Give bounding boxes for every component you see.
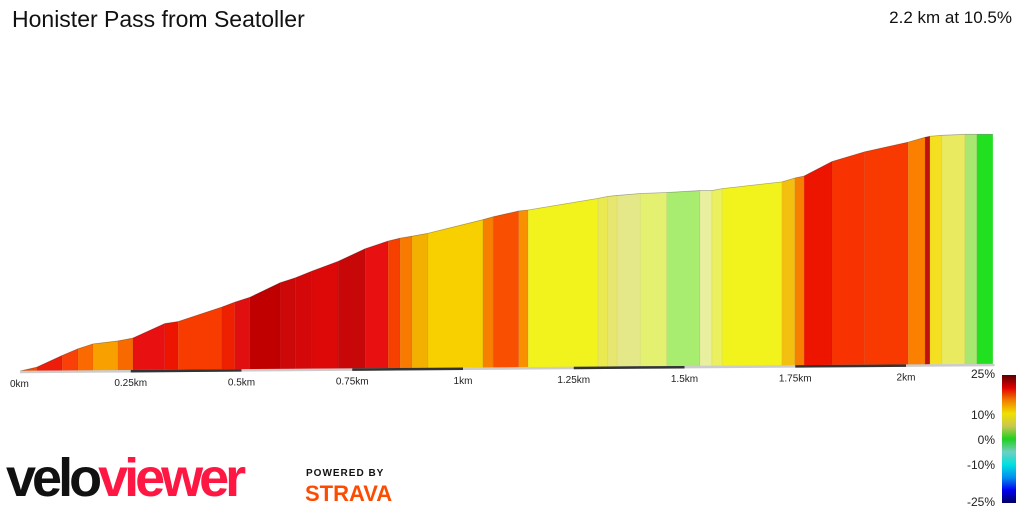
gradient-legend-label: 25%	[971, 367, 995, 381]
profile-segment	[177, 306, 223, 371]
profile-segment	[639, 192, 668, 367]
profile-segment	[311, 261, 339, 370]
profile-segment	[36, 355, 63, 372]
profile-segment	[711, 188, 723, 367]
climb-summary: 2.2 km at 10.5%	[889, 8, 1012, 27]
axis-band	[130, 369, 242, 373]
profile-segment	[427, 219, 484, 369]
profile-segment	[616, 193, 641, 367]
profile-segment	[337, 248, 366, 369]
profile-segment	[249, 282, 281, 370]
profile-segment	[527, 198, 599, 368]
axis-band	[795, 364, 907, 368]
profile-segment	[411, 232, 429, 369]
profile-segment	[924, 135, 931, 365]
profile-segment	[721, 181, 783, 367]
x-tick-label: 1.75km	[779, 373, 812, 384]
powered-by-label: POWERED BY	[306, 468, 385, 479]
profile-segment	[164, 321, 179, 371]
profile-segment	[399, 235, 413, 369]
profile-segment	[518, 209, 529, 368]
profile-segment	[964, 134, 978, 365]
axis-band	[352, 367, 464, 371]
profile-segment	[607, 195, 618, 368]
gradient-legend-bar	[1002, 375, 1016, 503]
profile-segment	[117, 337, 134, 371]
profile-segment	[279, 277, 296, 370]
x-tick-label: 1.25km	[557, 375, 590, 386]
profile-segment	[907, 136, 926, 365]
gradient-legend-label: 10%	[971, 408, 995, 422]
x-tick-label: 1km	[454, 376, 473, 387]
profile-segment	[492, 210, 520, 368]
gradient-legend-label: -25%	[967, 495, 995, 509]
profile-segment	[294, 270, 313, 370]
profile-segment	[597, 196, 609, 368]
profile-segment	[794, 175, 805, 366]
x-tick-label: 0.75km	[336, 377, 369, 388]
profile-segment	[482, 216, 494, 368]
profile-segment	[976, 134, 994, 365]
profile-segment	[666, 190, 701, 367]
page-title: Honister Pass from Seatoller	[12, 6, 305, 32]
axis-band	[573, 365, 685, 370]
x-tick-label: 1.5km	[671, 374, 698, 385]
profile-segment	[929, 135, 943, 365]
profile-outline	[19, 133, 993, 372]
profile-segment	[864, 141, 909, 366]
profile-segment	[803, 161, 833, 366]
profile-segment	[387, 237, 401, 369]
strava-logo[interactable]: STRAVA	[305, 481, 393, 506]
gradient-legend-label: -10%	[967, 458, 995, 472]
profile-segment	[234, 296, 251, 370]
x-tick-label: 0.5km	[228, 377, 255, 388]
profile-segment	[781, 177, 796, 366]
x-tick-label: 2km	[897, 373, 916, 384]
profile-segment	[941, 134, 966, 365]
profile-segment	[831, 151, 866, 366]
profile-segment	[221, 301, 236, 370]
x-tick-label: 0km	[10, 379, 29, 390]
profile-segment	[699, 190, 713, 367]
profile-segment	[364, 240, 389, 369]
profile-segment	[92, 340, 119, 371]
veloviewer-logo[interactable]: veloviewer	[6, 448, 246, 508]
x-tick-label: 0.25km	[114, 378, 147, 389]
gradient-legend-label: 0%	[978, 433, 996, 447]
